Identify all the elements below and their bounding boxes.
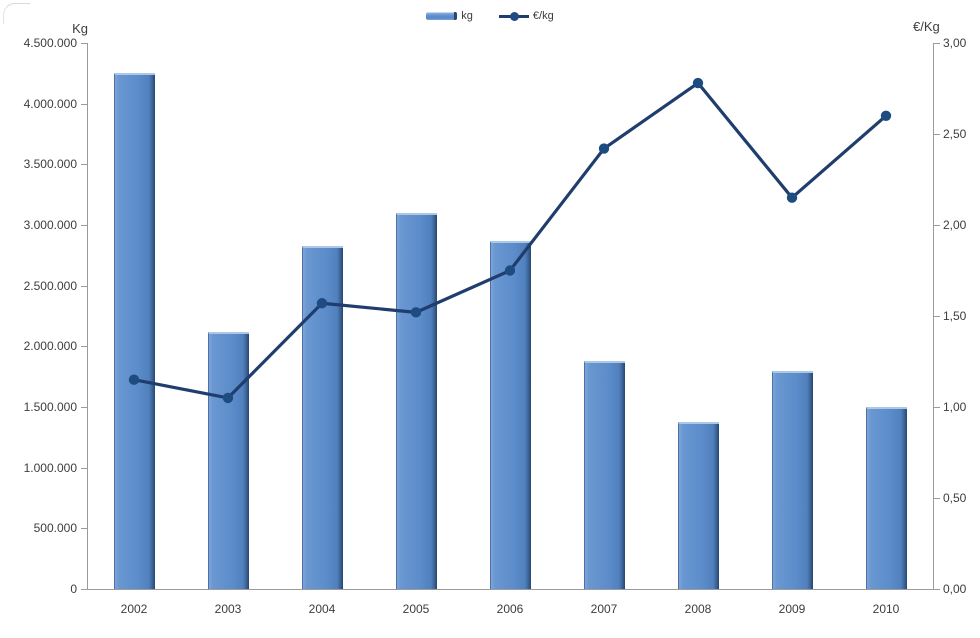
bar-2003[interactable]	[208, 331, 249, 589]
left-axis-tick-label: 0	[70, 582, 77, 596]
bar-2004[interactable]	[302, 245, 343, 589]
left-axis-tick-label: 4.500.000	[23, 36, 77, 50]
left-axis-tick	[81, 103, 87, 105]
left-axis-tick	[81, 407, 87, 408]
right-axis-tick-label: 0,50	[943, 491, 967, 505]
legend-item-kg[interactable]: kg	[426, 10, 473, 22]
chart-frame-corner	[3, 3, 30, 24]
left-axis-tick	[81, 225, 87, 226]
left-axis-tick-label: 3.000.000	[23, 218, 77, 232]
right-axis-tick	[934, 589, 940, 590]
right-axis-title: €/Kg	[913, 19, 940, 34]
left-axis-tick	[81, 164, 87, 166]
x-axis-category-label: 2003	[214, 602, 242, 616]
x-axis-category-label: 2006	[496, 602, 524, 616]
bar-2010[interactable]	[866, 407, 907, 589]
left-axis-tick-label: 500.000	[33, 521, 77, 536]
right-axis-tick-label: 3,00	[943, 36, 967, 50]
bar-2009[interactable]	[772, 370, 813, 589]
left-axis-tick	[81, 43, 87, 44]
bar-2002[interactable]	[114, 73, 155, 589]
left-axis-tick	[81, 285, 87, 287]
left-axis-tick-label: 3.500.000	[23, 157, 77, 172]
line-marker-2008[interactable]	[692, 77, 704, 89]
x-axis-category-label: 2004	[308, 602, 336, 616]
bar-2008[interactable]	[678, 421, 719, 589]
left-axis-tick-label: 1.500.000	[23, 400, 77, 414]
right-axis-tick	[934, 316, 940, 317]
right-axis-tick	[934, 43, 940, 44]
line-marker-2010[interactable]	[880, 110, 892, 122]
left-axis-title: Kg	[72, 21, 88, 36]
line-series-icon	[498, 11, 529, 21]
legend-item-eur-per-kg[interactable]: €/kg	[498, 10, 554, 22]
right-axis-tick-label: 1,50	[943, 309, 967, 323]
legend-label-kg: kg	[461, 10, 473, 22]
left-axis-tick	[81, 589, 87, 590]
left-axis-tick-label: 1.000.000	[23, 460, 77, 475]
bar-2006[interactable]	[490, 240, 531, 589]
x-axis-line	[87, 589, 934, 590]
line-marker-2009[interactable]	[786, 192, 798, 203]
bar-2007[interactable]	[584, 360, 625, 589]
left-axis-tick	[81, 467, 87, 469]
x-axis-category-label: 2007	[590, 602, 618, 616]
right-axis-tick	[934, 498, 940, 499]
right-axis-tick-label: 1,00	[943, 400, 967, 414]
x-axis-category-label: 2002	[120, 602, 148, 616]
left-axis-tick-label: 4.000.000	[23, 96, 77, 111]
x-axis-category-label: 2010	[872, 602, 900, 616]
line-marker-2007[interactable]	[598, 143, 610, 154]
right-axis-tick-label: 2,00	[943, 218, 967, 232]
left-axis-tick-label: 2.000.000	[23, 339, 77, 354]
left-axis-tick	[81, 346, 87, 348]
right-axis-tick	[934, 407, 940, 408]
legend-label-eur-per-kg: €/kg	[532, 10, 554, 22]
chart-legend: kg €/kg	[0, 10, 980, 22]
x-axis-category-label: 2005	[402, 602, 430, 616]
x-axis-category-label: 2009	[778, 602, 806, 616]
right-axis-tick-label: 0,00	[943, 582, 967, 596]
right-axis-line	[933, 43, 934, 590]
x-axis-category-label: 2008	[684, 602, 712, 616]
left-axis-tick	[81, 528, 87, 530]
left-axis-tick-label: 2.500.000	[23, 278, 77, 293]
right-axis-tick-label: 2,50	[943, 127, 967, 141]
right-axis-tick	[934, 225, 940, 226]
left-axis-line	[87, 43, 88, 590]
bar-series-icon	[426, 12, 458, 20]
bar-2005[interactable]	[396, 212, 437, 589]
right-axis-tick	[934, 134, 940, 135]
